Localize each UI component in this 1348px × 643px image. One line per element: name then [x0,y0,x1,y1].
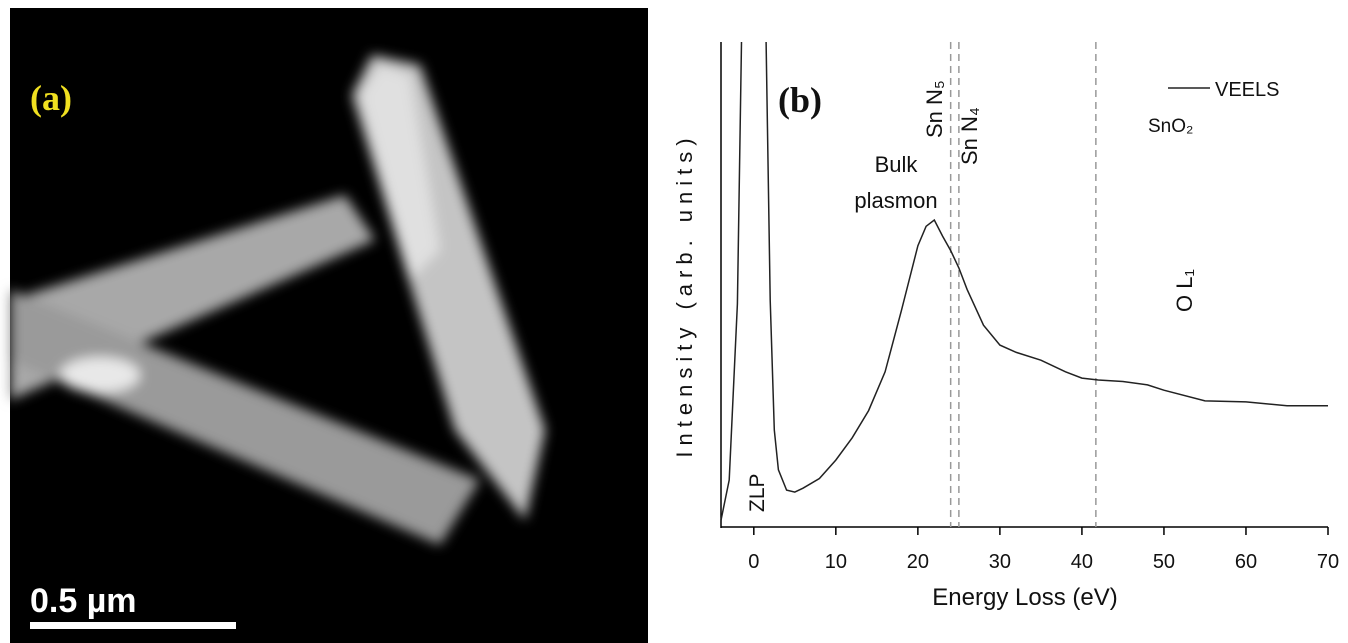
scale-bar-label: 0.5 µm [30,582,137,620]
micrograph: (a) 0.5 µm [10,8,648,643]
x-tick-label: 50 [1153,551,1175,573]
annotation: O L₁ [1172,269,1197,312]
panel-label: (a) [30,78,72,118]
x-tick-label: 40 [1071,551,1093,573]
legend-label: VEELS [1215,79,1279,101]
annotation: Sn N₄ [957,107,982,165]
x-axis-label: Energy Loss (eV) [932,584,1117,611]
legend-note: SnO₂ [1148,116,1193,137]
scale-bar [30,622,236,629]
x-tick-label: 10 [825,551,847,573]
annotation: plasmon [854,188,937,213]
annotation: Bulk [875,152,919,177]
y-axis-label: Intensity (arb. units) [672,132,697,457]
x-tick-label: 20 [907,551,929,573]
x-tick-label: 0 [748,551,759,573]
x-tick-label: 70 [1317,551,1339,573]
spectrum-line [720,42,1328,521]
annotation: Sn N₅ [922,80,947,138]
panel-label: (b) [778,80,822,120]
x-tick-label: 60 [1235,551,1257,573]
x-tick-label: 30 [989,551,1011,573]
annotation: ZLP [746,473,769,512]
